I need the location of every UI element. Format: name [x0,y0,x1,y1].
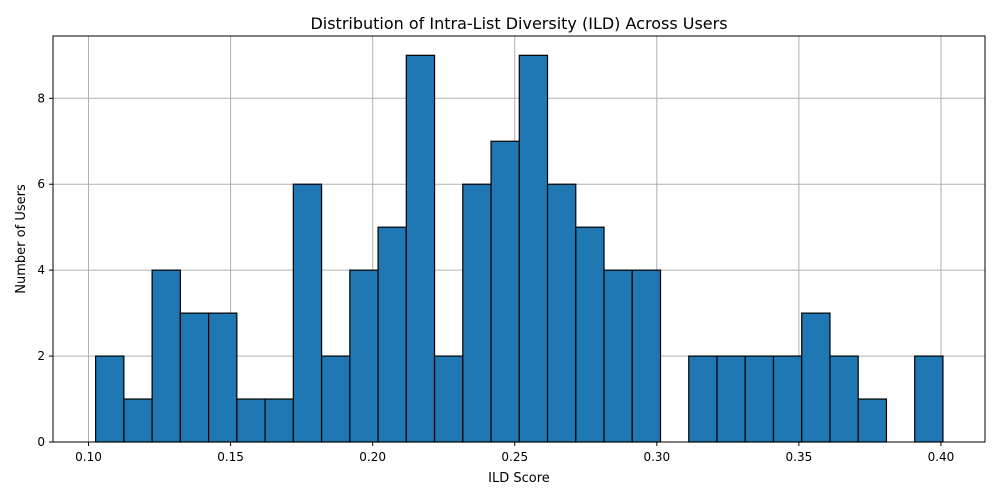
x-tick-label: 0.30 [643,450,670,464]
histogram-bar [123,398,153,443]
y-tick-label: 6 [37,177,45,191]
y-ticks: 0 2 4 6 8 [37,91,53,449]
histogram-bar [292,183,323,443]
histogram-bar [518,54,549,443]
bars [95,54,944,443]
chart-title: Distribution of Intra-List Diversity (IL… [310,14,727,33]
histogram-bar [603,269,633,443]
histogram-bar [575,226,605,443]
histogram-bar [405,54,436,443]
histogram-bar [320,355,351,443]
x-tick-label: 0.15 [217,450,244,464]
y-tick-label: 2 [37,349,45,363]
x-tick-label: 0.35 [786,450,813,464]
histogram-bar [829,355,859,443]
histogram-bar [688,355,718,443]
histogram-bar [546,183,577,443]
histogram-bar [95,355,125,443]
histogram-bar [716,355,746,443]
histogram-bar [744,355,775,443]
histogram-bar [236,398,266,443]
histogram-bar [772,355,803,443]
y-tick-label: 0 [37,435,45,449]
y-tick-label: 8 [37,91,45,105]
histogram-bar [490,140,520,443]
histogram-bar [801,312,831,443]
plot-frame [52,35,986,443]
histogram-bar [207,312,238,443]
histogram-bar [433,355,464,443]
x-tick-label: 0.20 [359,450,386,464]
histogram-bar [631,269,662,443]
histogram-bar [264,398,294,443]
histogram-bar [151,269,181,443]
histogram-bar [914,355,944,443]
histogram-bar [857,398,888,443]
histogram-bar [377,226,407,443]
histogram-bar [349,269,379,443]
x-tick-label: 0.10 [75,450,102,464]
histogram-bar [179,312,210,443]
x-ticks: 0.10 0.15 0.20 0.25 0.30 0.35 0.40 [75,442,954,464]
histogram-bar [462,183,492,443]
x-tick-label: 0.25 [501,450,528,464]
y-tick-label: 4 [37,263,45,277]
x-tick-label: 0.40 [928,450,955,464]
y-axis-label: Number of Users [14,184,29,294]
x-axis-label: ILD Score [488,471,550,486]
